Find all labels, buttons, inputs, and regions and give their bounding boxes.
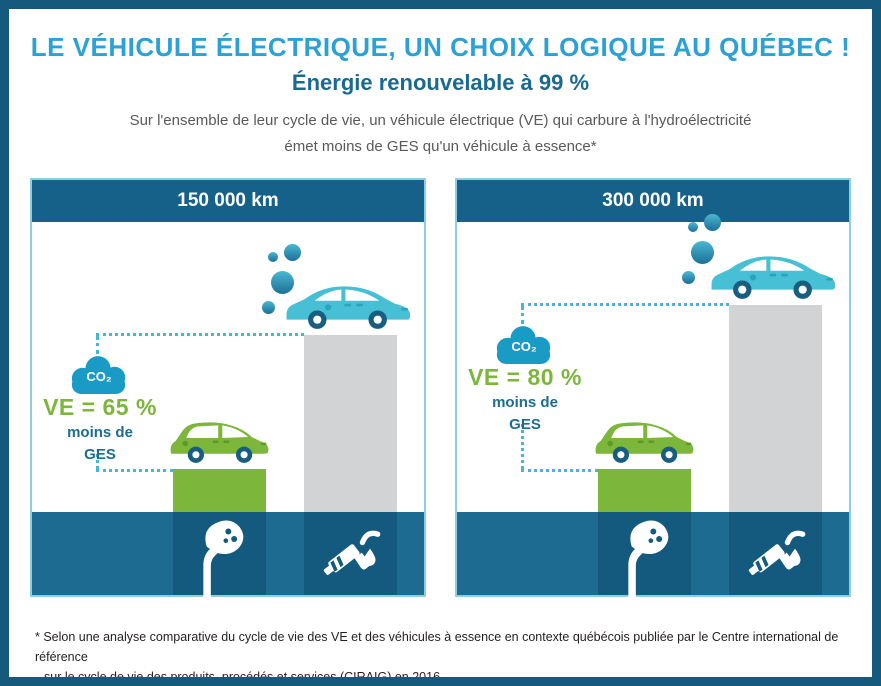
panel-300000km: 300 000 km [455,178,851,610]
co2-cloud-icon: CO₂ [67,354,131,398]
dotted-connector [521,424,524,469]
page-title: LE VÉHICULE ÉLECTRIQUE, UN CHOIX LOGIQUE… [30,32,851,62]
gas-pump-icon [748,530,805,575]
panel-body-150000km: CO₂ VE = 65 % moins de GES [32,222,424,610]
ev-reduction-stat: VE = 65 % moins de GES [34,394,166,465]
stat-sub-2: GES [84,446,116,463]
dotted-connector [96,469,173,472]
stat-sub-1: moins de [492,394,558,411]
gas-column [304,512,397,595]
dotted-connector [96,336,99,354]
header-section: LE VÉHICULE ÉLECTRIQUE, UN CHOIX LOGIQUE… [9,32,872,160]
gas-column [729,512,822,595]
dotted-connector [521,469,598,472]
gasoline-emissions-bar [729,305,822,512]
ev-emissions-bar [598,469,691,512]
page-subtitle: Énergie renouvelable à 99 % [291,70,590,95]
panel-title-150000km: 150 000 km [32,180,424,222]
panel-title-300000km: 300 000 km [457,180,849,222]
ev-column [598,512,691,610]
exhaust-bubble [704,214,721,231]
gas-pump-icon [323,530,380,575]
ground-band [457,512,849,610]
panels-row: 150 000 km [30,178,851,610]
exhaust-bubble [262,301,275,314]
dotted-connector [96,333,304,336]
co2-cloud-icon: CO₂ [492,324,556,368]
exhaust-bubble [284,244,301,261]
ev-reduction-stat: VE = 80 % moins de GES [459,364,591,435]
stat-sub-1: moins de [67,424,133,441]
ev-plug-icon [627,520,668,610]
stat-value: VE = 65 % [43,394,157,420]
exhaust-bubble [688,222,698,232]
gasoline-emissions-bar [304,335,397,512]
exhaust-bubble [271,271,294,294]
stat-value: VE = 80 % [468,364,582,390]
dotted-connector [96,454,99,469]
electric-car-icon [593,412,697,469]
panel-150000km: 150 000 km [30,178,426,610]
footnote-line-1: * Selon une analyse comparative du cycle… [35,630,839,664]
ground-band [32,512,424,610]
electric-car-icon [168,412,272,469]
ev-emissions-bar [173,469,266,512]
panel-body-300000km: CO₂ VE = 80 % moins de GES [457,214,849,610]
footnote: * Selon une analyse comparative du cycle… [35,627,852,684]
exhaust-bubble [682,271,695,284]
dotted-connector [521,303,729,306]
exhaust-bubble [691,241,714,264]
co2-label: CO₂ [86,369,112,384]
gasoline-car-icon [709,243,837,305]
footnote-line-2: sur le cycle de vie des produits, procéd… [44,670,444,684]
ev-plug-icon [202,520,243,610]
exhaust-bubble [268,252,278,262]
stat-sub-2: GES [509,416,541,433]
ev-column [173,512,266,610]
description-line-1: Sur l'ensemble de leur cycle de vie, un … [129,112,752,129]
co2-label: CO₂ [511,339,537,354]
description-line-2: émet moins de GES qu'un véhicule à essen… [284,138,597,155]
exhaust-smoke-icon [680,214,732,294]
gasoline-car-icon [284,273,412,335]
exhaust-smoke-icon [260,244,312,324]
dotted-connector [521,306,524,324]
description: Sur l'ensemble de leur cycle de vie, un … [9,108,872,160]
